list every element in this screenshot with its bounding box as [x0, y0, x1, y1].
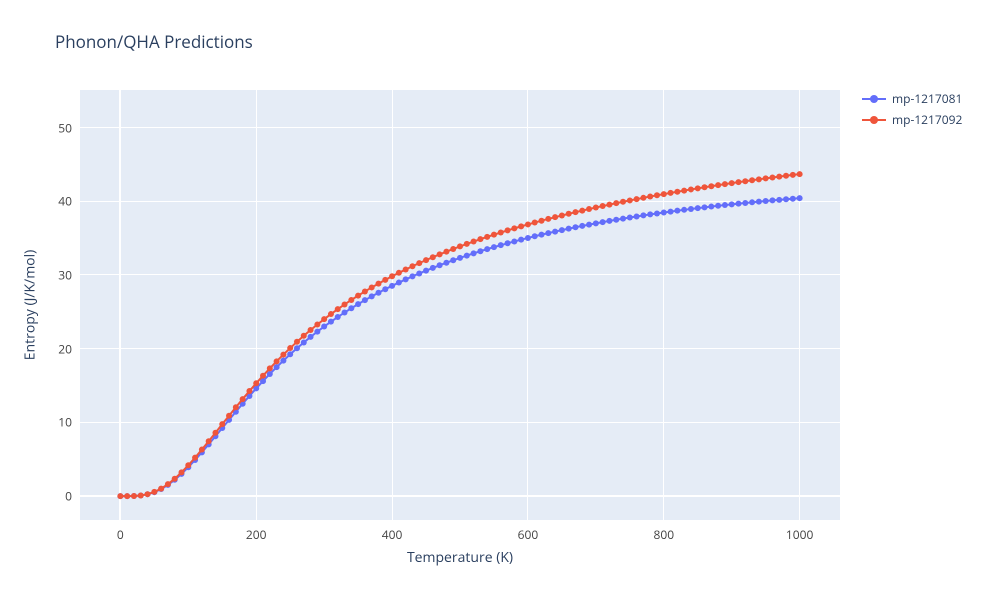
- legend-label: mp-1217092: [892, 111, 962, 128]
- x-tick-label: 400: [382, 526, 403, 543]
- legend-item-mp-1217081[interactable]: mp-1217081: [862, 90, 962, 107]
- y-tick-label: 0: [65, 488, 72, 505]
- x-tick-label: 600: [518, 526, 539, 543]
- x-tick-label: 200: [246, 526, 267, 543]
- y-tick-label: 20: [58, 340, 72, 357]
- plot-area[interactable]: [80, 90, 840, 520]
- y-tick-label: 40: [58, 193, 72, 210]
- chart-title: Phonon/QHA Predictions: [55, 30, 253, 53]
- y-tick-label: 30: [58, 266, 72, 283]
- y-tick-label: 10: [58, 414, 72, 431]
- x-axis-label: Temperature (K): [407, 548, 513, 567]
- legend: mp-1217081 mp-1217092: [862, 90, 962, 132]
- y-tick-label: 50: [58, 119, 72, 136]
- x-tick-label: 0: [117, 526, 124, 543]
- legend-item-mp-1217092[interactable]: mp-1217092: [862, 111, 962, 128]
- legend-swatch-icon: [862, 114, 886, 126]
- x-tick-label: 800: [653, 526, 674, 543]
- legend-swatch-icon: [862, 93, 886, 105]
- x-tick-label: 1000: [786, 526, 813, 543]
- trace-mp-1217092[interactable]: [80, 90, 840, 520]
- legend-label: mp-1217081: [892, 90, 962, 107]
- y-axis-label: Entropy (J/K/mol): [21, 250, 40, 361]
